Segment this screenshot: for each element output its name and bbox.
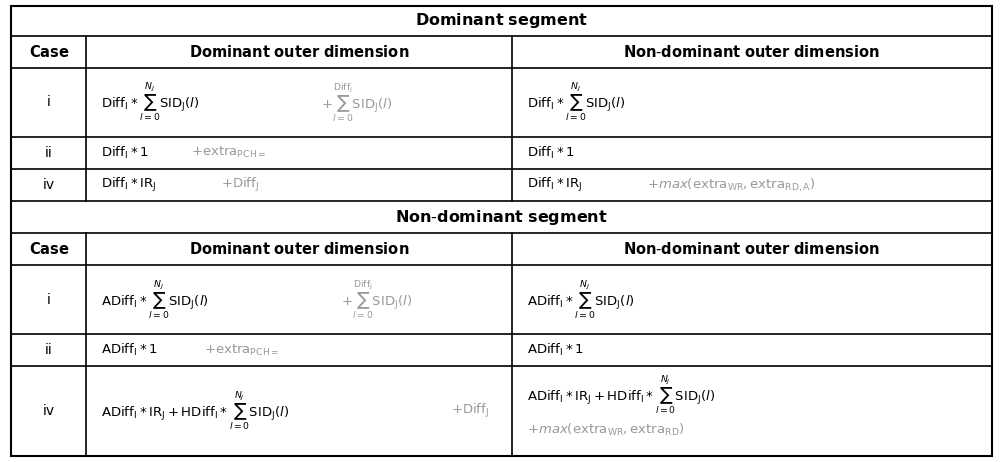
Text: $\mathrm{ADiff_I} * \mathrm{IR_J} + \mathrm{HDiff_I} * \sum_{l=0}^{N_J} \mathrm{: $\mathrm{ADiff_I} * \mathrm{IR_J} + \mat… [101,389,290,433]
Text: $\mathbf{Case}$: $\mathbf{Case}$ [29,241,69,257]
Text: $\mathrm{ADiff_I} * \sum_{l=0}^{N_J} \mathrm{SID_J}(l)$: $\mathrm{ADiff_I} * \sum_{l=0}^{N_J} \ma… [526,278,633,322]
Text: ii: ii [45,343,53,358]
Text: $\mathrm{Diff_I} * 1$: $\mathrm{Diff_I} * 1$ [101,145,148,161]
Text: $\mathrm{Diff_I} * \mathrm{IR_J}$: $\mathrm{Diff_I} * \mathrm{IR_J}$ [101,176,156,194]
Text: $+ \sum_{l=0}^{\mathrm{Diff_J}} \mathrm{SID_J}(l)$: $+ \sum_{l=0}^{\mathrm{Diff_J}} \mathrm{… [321,81,393,124]
Text: $\mathbf{Case}$: $\mathbf{Case}$ [29,44,69,60]
Text: iv: iv [43,404,55,418]
Text: $+ \mathit{max}(\mathrm{extra_{WR}}, \mathrm{extra_{RD,A}})$: $+ \mathit{max}(\mathrm{extra_{WR}}, \ma… [646,176,815,194]
Text: $\mathrm{ADiff_I} * \mathrm{IR_J} + \mathrm{HDiff_I} * \sum_{l=0}^{N_J} \mathrm{: $\mathrm{ADiff_I} * \mathrm{IR_J} + \mat… [526,373,714,417]
Text: $\mathbf{Dominant\ outer\ dimension}$: $\mathbf{Dominant\ outer\ dimension}$ [188,44,409,60]
Text: $\mathrm{Diff_I} * 1$: $\mathrm{Diff_I} * 1$ [526,145,573,161]
Text: $\mathrm{Diff_I} * \sum_{l=0}^{N_J} \mathrm{SID_J}(l)$: $\mathrm{Diff_I} * \sum_{l=0}^{N_J} \mat… [526,81,624,124]
Text: iv: iv [43,178,55,192]
Text: i: i [47,96,51,109]
Text: $\mathbf{Dominant\ segment}$: $\mathbf{Dominant\ segment}$ [415,12,587,30]
Text: $\mathrm{ADiff_I} * 1$: $\mathrm{ADiff_I} * 1$ [526,342,582,359]
Text: $\mathbf{Non\text{-}dominant\ outer\ dimension}$: $\mathbf{Non\text{-}dominant\ outer\ dim… [622,241,879,257]
Text: $+ \mathrm{Diff_J}$: $+ \mathrm{Diff_J}$ [221,176,260,194]
Text: $\mathrm{Diff_I} * \sum_{l=0}^{N_J} \mathrm{SID_J}(l)$: $\mathrm{Diff_I} * \sum_{l=0}^{N_J} \mat… [101,81,199,124]
Text: $\mathbf{Dominant\ outer\ dimension}$: $\mathbf{Dominant\ outer\ dimension}$ [188,241,409,257]
Text: i: i [47,293,51,307]
Text: $\mathrm{ADiff_I} * \sum_{l=0}^{N_J} \mathrm{SID_J}(l)$: $\mathrm{ADiff_I} * \sum_{l=0}^{N_J} \ma… [101,278,209,322]
Text: $\mathrm{ADiff_I} * 1$: $\mathrm{ADiff_I} * 1$ [101,342,157,359]
Text: $+ \mathrm{extra_{PCH=}}$: $+ \mathrm{extra_{PCH=}}$ [191,146,267,160]
Text: ii: ii [45,146,53,160]
Text: $\mathbf{Non\text{-}dominant\ segment}$: $\mathbf{Non\text{-}dominant\ segment}$ [395,208,607,227]
Text: $+ \sum_{l=0}^{\mathrm{Diff_J}} \mathrm{SID_J}(l)$: $+ \sum_{l=0}^{\mathrm{Diff_J}} \mathrm{… [341,279,413,322]
Text: $+ \mathrm{extra_{PCH=}}$: $+ \mathrm{extra_{PCH=}}$ [204,343,280,358]
Text: $+ \mathrm{Diff_J}$: $+ \mathrm{Diff_J}$ [451,402,489,420]
Text: $+\mathit{max}(\mathrm{extra_{WR}}, \mathrm{extra_{RD}})$: $+\mathit{max}(\mathrm{extra_{WR}}, \mat… [526,421,683,438]
Text: $\mathrm{Diff_I} * \mathrm{IR_J}$: $\mathrm{Diff_I} * \mathrm{IR_J}$ [526,176,581,194]
Text: $\mathbf{Non\text{-}dominant\ outer\ dimension}$: $\mathbf{Non\text{-}dominant\ outer\ dim… [622,44,879,60]
